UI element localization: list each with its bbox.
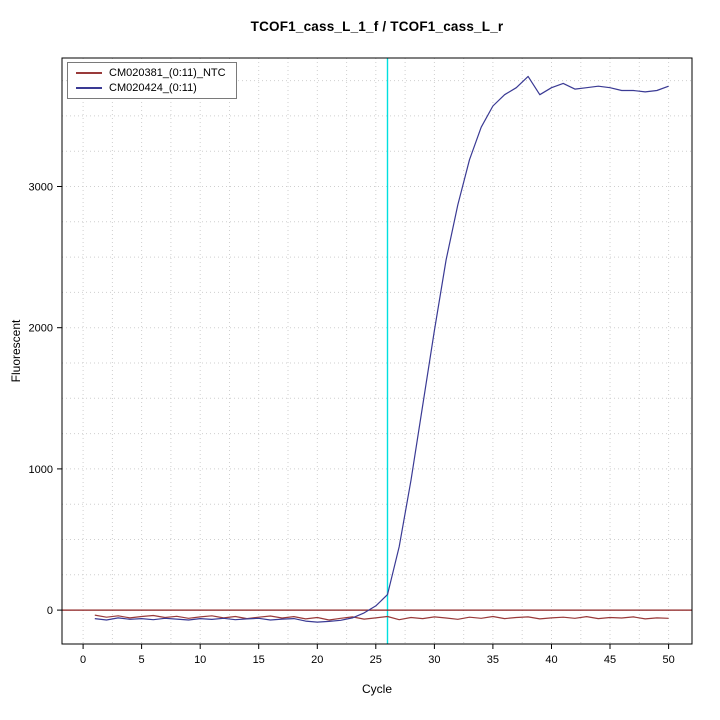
x-tick-label: 15 bbox=[253, 654, 265, 666]
y-tick-label: 1000 bbox=[29, 464, 53, 476]
legend-line-swatch-ntc bbox=[76, 72, 102, 74]
plot-border bbox=[61, 57, 693, 645]
y-tick-label: 2000 bbox=[29, 323, 53, 335]
legend-entry: CM020424_(0:11) bbox=[76, 82, 226, 94]
x-axis-label: Cycle bbox=[361, 682, 392, 696]
legend-entry: CM020381_(0:11)_NTC bbox=[76, 67, 226, 79]
x-tick-label: 40 bbox=[545, 654, 557, 666]
x-tick-label: 30 bbox=[428, 654, 440, 666]
series-line-1 bbox=[94, 75, 669, 623]
y-tick-label: 0 bbox=[47, 605, 53, 617]
series-line-0 bbox=[94, 614, 669, 621]
chart-legend: CM020381_(0:11)_NTC CM020424_(0:11) bbox=[67, 62, 237, 99]
legend-line-swatch-sample bbox=[76, 87, 102, 89]
x-tick-label: 0 bbox=[80, 654, 86, 666]
chart-title: TCOF1_cass_L_1_f / TCOF1_cass_L_r bbox=[250, 19, 504, 34]
legend-label-ntc: CM020381_(0:11)_NTC bbox=[109, 67, 226, 79]
x-tick-label: 35 bbox=[487, 654, 499, 666]
x-tick-label: 45 bbox=[604, 654, 616, 666]
y-tick-label: 3000 bbox=[29, 182, 53, 194]
legend-label-sample: CM020424_(0:11) bbox=[109, 82, 197, 94]
x-tick-label: 20 bbox=[311, 654, 323, 666]
x-tick-label: 50 bbox=[662, 654, 674, 666]
x-tick-label: 5 bbox=[139, 654, 145, 666]
y-axis-label: Fluorescent bbox=[9, 319, 23, 383]
x-tick-label: 25 bbox=[370, 654, 382, 666]
x-tick-label: 10 bbox=[194, 654, 206, 666]
